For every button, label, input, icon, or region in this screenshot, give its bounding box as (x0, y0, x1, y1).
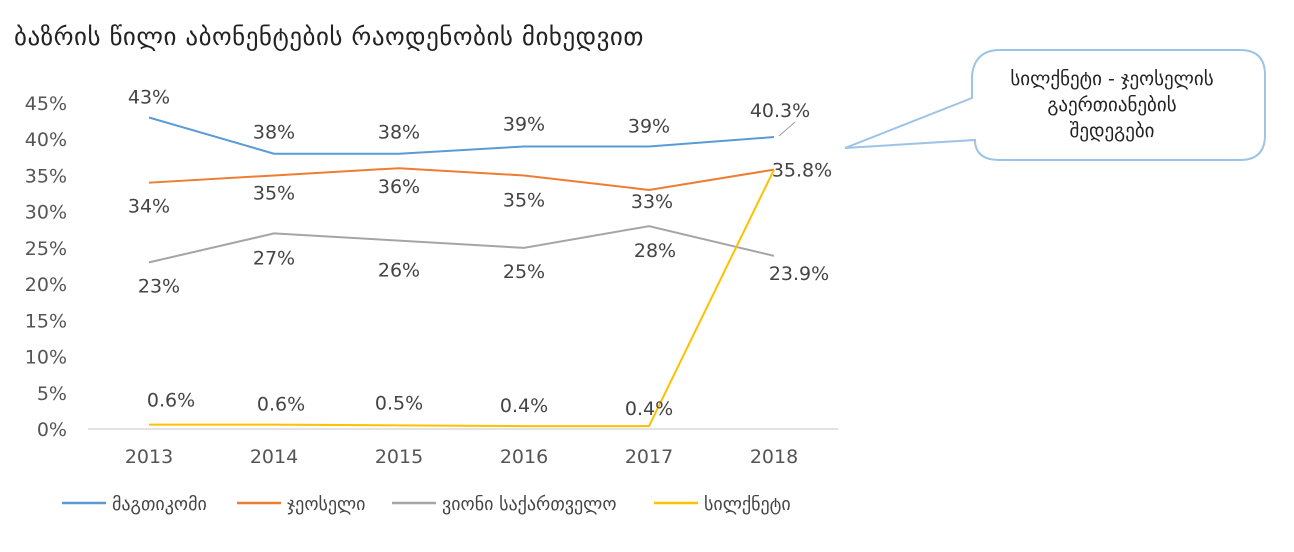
data-label: 35% (253, 182, 295, 204)
data-label: 28% (634, 240, 676, 262)
leader-line (778, 121, 796, 137)
series-line-0 (148, 116, 775, 155)
legend-label: ვიონი საქართველო (442, 494, 616, 515)
data-label: 0.6% (257, 394, 305, 416)
series-line-3 (149, 169, 775, 428)
x-tick-label: 2014 (250, 446, 298, 468)
data-label: 0.6% (147, 390, 195, 412)
y-tick-label: 10% (25, 347, 67, 369)
legend-label: ჯეოსელი (287, 494, 366, 515)
data-label: 35% (503, 189, 545, 211)
x-tick-label: 2013 (125, 446, 173, 468)
y-tick-label: 15% (25, 310, 67, 332)
y-tick-label: 25% (25, 238, 67, 260)
data-label: 0.4% (625, 398, 673, 420)
legend-label: მაგთიკომი (112, 494, 207, 515)
annotation-text: გაერთიანების (1047, 94, 1176, 116)
data-label: 34% (128, 196, 170, 218)
annotation-callout (844, 49, 1266, 161)
annotation-text: სილქნეტი - ჯეოსელის (1010, 68, 1213, 90)
y-tick-label: 30% (25, 202, 67, 224)
y-tick-label: 20% (25, 274, 67, 296)
x-tick-label: 2015 (375, 446, 423, 468)
data-label: 38% (378, 122, 420, 144)
data-label: 27% (253, 247, 295, 269)
y-tick-label: 35% (25, 165, 67, 187)
y-tick-label: 0% (37, 419, 67, 441)
y-tick-label: 45% (25, 93, 67, 115)
data-label: 43% (128, 86, 170, 108)
data-label: 0.4% (500, 395, 548, 417)
x-tick-label: 2017 (625, 446, 673, 468)
legend-label: სილქნეტი (704, 494, 791, 515)
annotation-text: შედეგები (1069, 120, 1154, 142)
x-tick-label: 2018 (750, 446, 798, 468)
data-label: 39% (503, 113, 545, 135)
data-label: 0.5% (375, 392, 423, 414)
data-label: 26% (378, 260, 420, 282)
data-label: 36% (378, 176, 420, 198)
chart-title: ბაზრის წილი აბონენტების რაოდენობის მიხედ… (14, 22, 644, 51)
data-label: 23.9% (769, 263, 829, 285)
data-label: 25% (503, 261, 545, 283)
data-label: 40.3% (750, 100, 810, 122)
y-tick-label: 40% (25, 129, 67, 151)
data-label: 38% (253, 122, 295, 144)
data-label: 39% (628, 115, 670, 137)
data-label: 33% (631, 191, 673, 213)
series-line-2 (148, 225, 775, 264)
series-line-1 (148, 167, 775, 191)
data-label: 23% (138, 275, 180, 297)
x-tick-label: 2016 (500, 446, 548, 468)
y-tick-label: 5% (37, 383, 67, 405)
data-label: 35.8% (772, 160, 832, 182)
